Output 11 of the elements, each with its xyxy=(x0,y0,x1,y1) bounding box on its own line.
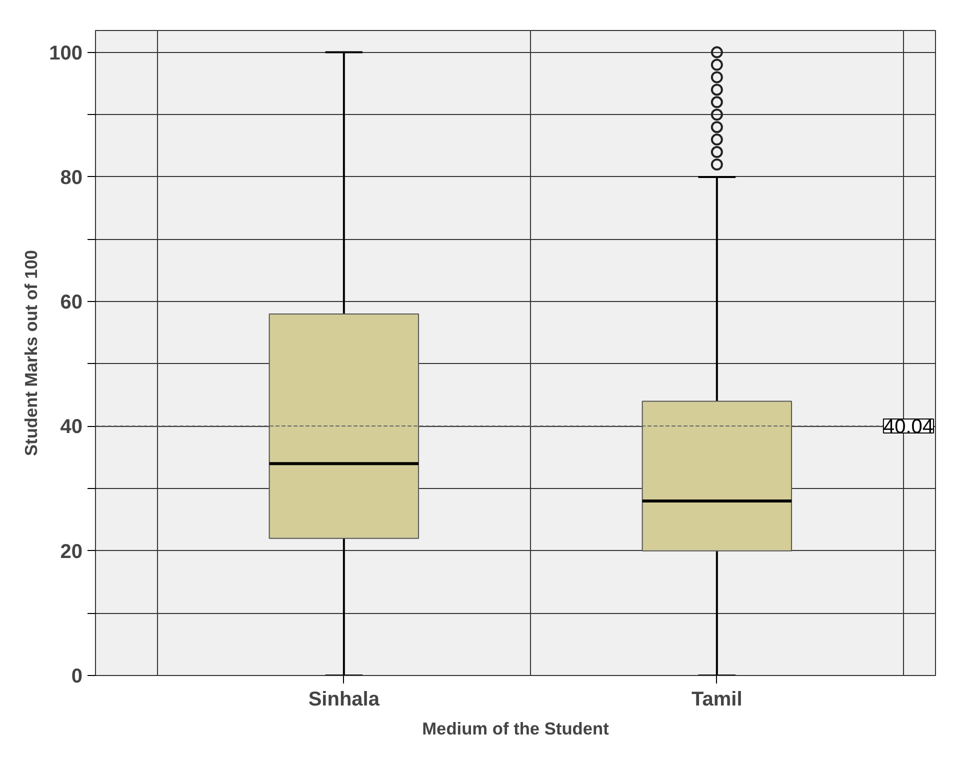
y-tick-label: 0 xyxy=(71,666,82,688)
ref-line-label: 40.04 xyxy=(883,416,934,438)
y-tick-label: 80 xyxy=(60,166,83,189)
y-tick-label: 100 xyxy=(49,42,83,64)
x-tick-label: Sinhala xyxy=(308,688,380,710)
y-axis-title: Student Marks out of 100 xyxy=(21,250,42,456)
y-tick-label: 20 xyxy=(60,540,83,563)
y-tick-label: 40 xyxy=(60,416,83,438)
x-axis-title: Medium of the Student xyxy=(422,718,610,738)
x-tick-label: Tamil xyxy=(692,688,742,710)
y-tick-label: 60 xyxy=(60,292,83,314)
